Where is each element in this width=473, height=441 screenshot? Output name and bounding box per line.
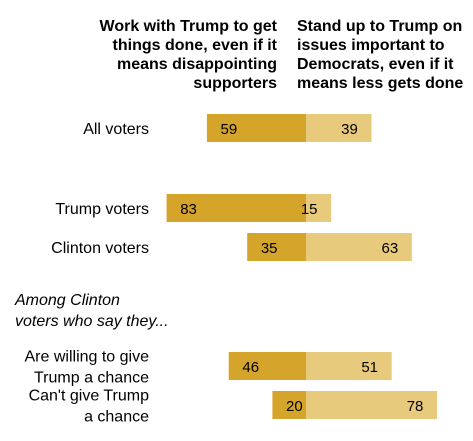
bar-stand-up-to-trump <box>306 352 392 380</box>
row-label-line: Trump a chance <box>34 370 149 387</box>
series-header-1-line: things done, even if it <box>113 37 278 54</box>
chart-row: Trump voters 83 15 <box>55 194 332 222</box>
series-header-2-line: Stand up to Trump on <box>297 18 462 35</box>
series-header-1: Work with Trump to get things done, even … <box>100 18 278 92</box>
row-label-line: Can't give Trump <box>29 388 150 405</box>
series-header-2: Stand up to Trump on issues important to D… <box>297 18 463 92</box>
series-header-2-line: Democrats, even if it <box>297 56 454 73</box>
row-label: All voters <box>83 121 149 138</box>
section-label-text: Among Clinton voters who say they... <box>14 292 169 330</box>
value-label-stand-up-to-trump: 51 <box>361 359 378 376</box>
series-header-2-line: means less gets done <box>297 75 463 92</box>
bar-stand-up-to-trump <box>306 114 372 142</box>
value-label-work-with-trump: 83 <box>180 201 197 218</box>
bar-work-with-trump <box>272 391 306 419</box>
section-label-line: voters who say they... <box>15 313 169 330</box>
series-header-1-line: Work with Trump to get <box>100 18 278 35</box>
value-label-work-with-trump: 46 <box>242 359 259 376</box>
bar-work-with-trump <box>228 352 306 380</box>
bar-work-with-trump <box>247 233 306 261</box>
row-label-line: Are willing to give <box>25 349 150 366</box>
value-label-work-with-trump: 59 <box>221 121 238 138</box>
row-label-line: Clinton voters <box>51 240 149 257</box>
value-label-work-with-trump: 35 <box>261 240 278 257</box>
bar-stand-up-to-trump <box>306 391 438 419</box>
series-headers: Work with Trump to get things done, even … <box>100 18 464 92</box>
chart-row: Can't give Trump a chance 20 78 <box>29 388 438 426</box>
chart-row: All voters 59 39 <box>83 114 372 142</box>
value-label-stand-up-to-trump: 39 <box>341 121 358 138</box>
bar-work-with-trump <box>206 114 306 142</box>
bar-work-with-trump <box>166 194 306 222</box>
section-label: Among Clinton voters who say they... <box>14 292 169 330</box>
value-label-work-with-trump: 20 <box>286 398 303 415</box>
bar-stand-up-to-trump <box>306 233 412 261</box>
row-label-line: Trump voters <box>55 201 149 218</box>
section-label-line: Among Clinton <box>14 292 120 309</box>
row-label-line: All voters <box>83 121 149 138</box>
row-label: Clinton voters <box>51 240 149 257</box>
row-label: Can't give Trump a chance <box>29 388 150 426</box>
value-label-stand-up-to-trump: 15 <box>301 201 318 218</box>
row-label-line: a chance <box>84 409 149 426</box>
value-label-stand-up-to-trump: 63 <box>381 240 398 257</box>
chart-row: Clinton voters 35 63 <box>51 233 412 261</box>
chart-row: Are willing to give Trump a chance 46 51 <box>25 349 392 387</box>
chart-rows: All voters 59 39 Trump voters 83 15 Clinton vo… <box>25 114 438 426</box>
row-label: Are willing to give Trump a chance <box>25 349 150 387</box>
bar-stand-up-to-trump <box>306 194 332 222</box>
value-label-stand-up-to-trump: 78 <box>407 398 424 415</box>
row-label: Trump voters <box>55 201 149 218</box>
series-header-1-line: means disappointing <box>117 56 277 73</box>
series-header-2-line: issues important to <box>297 37 445 54</box>
series-header-1-line: supporters <box>193 75 277 92</box>
